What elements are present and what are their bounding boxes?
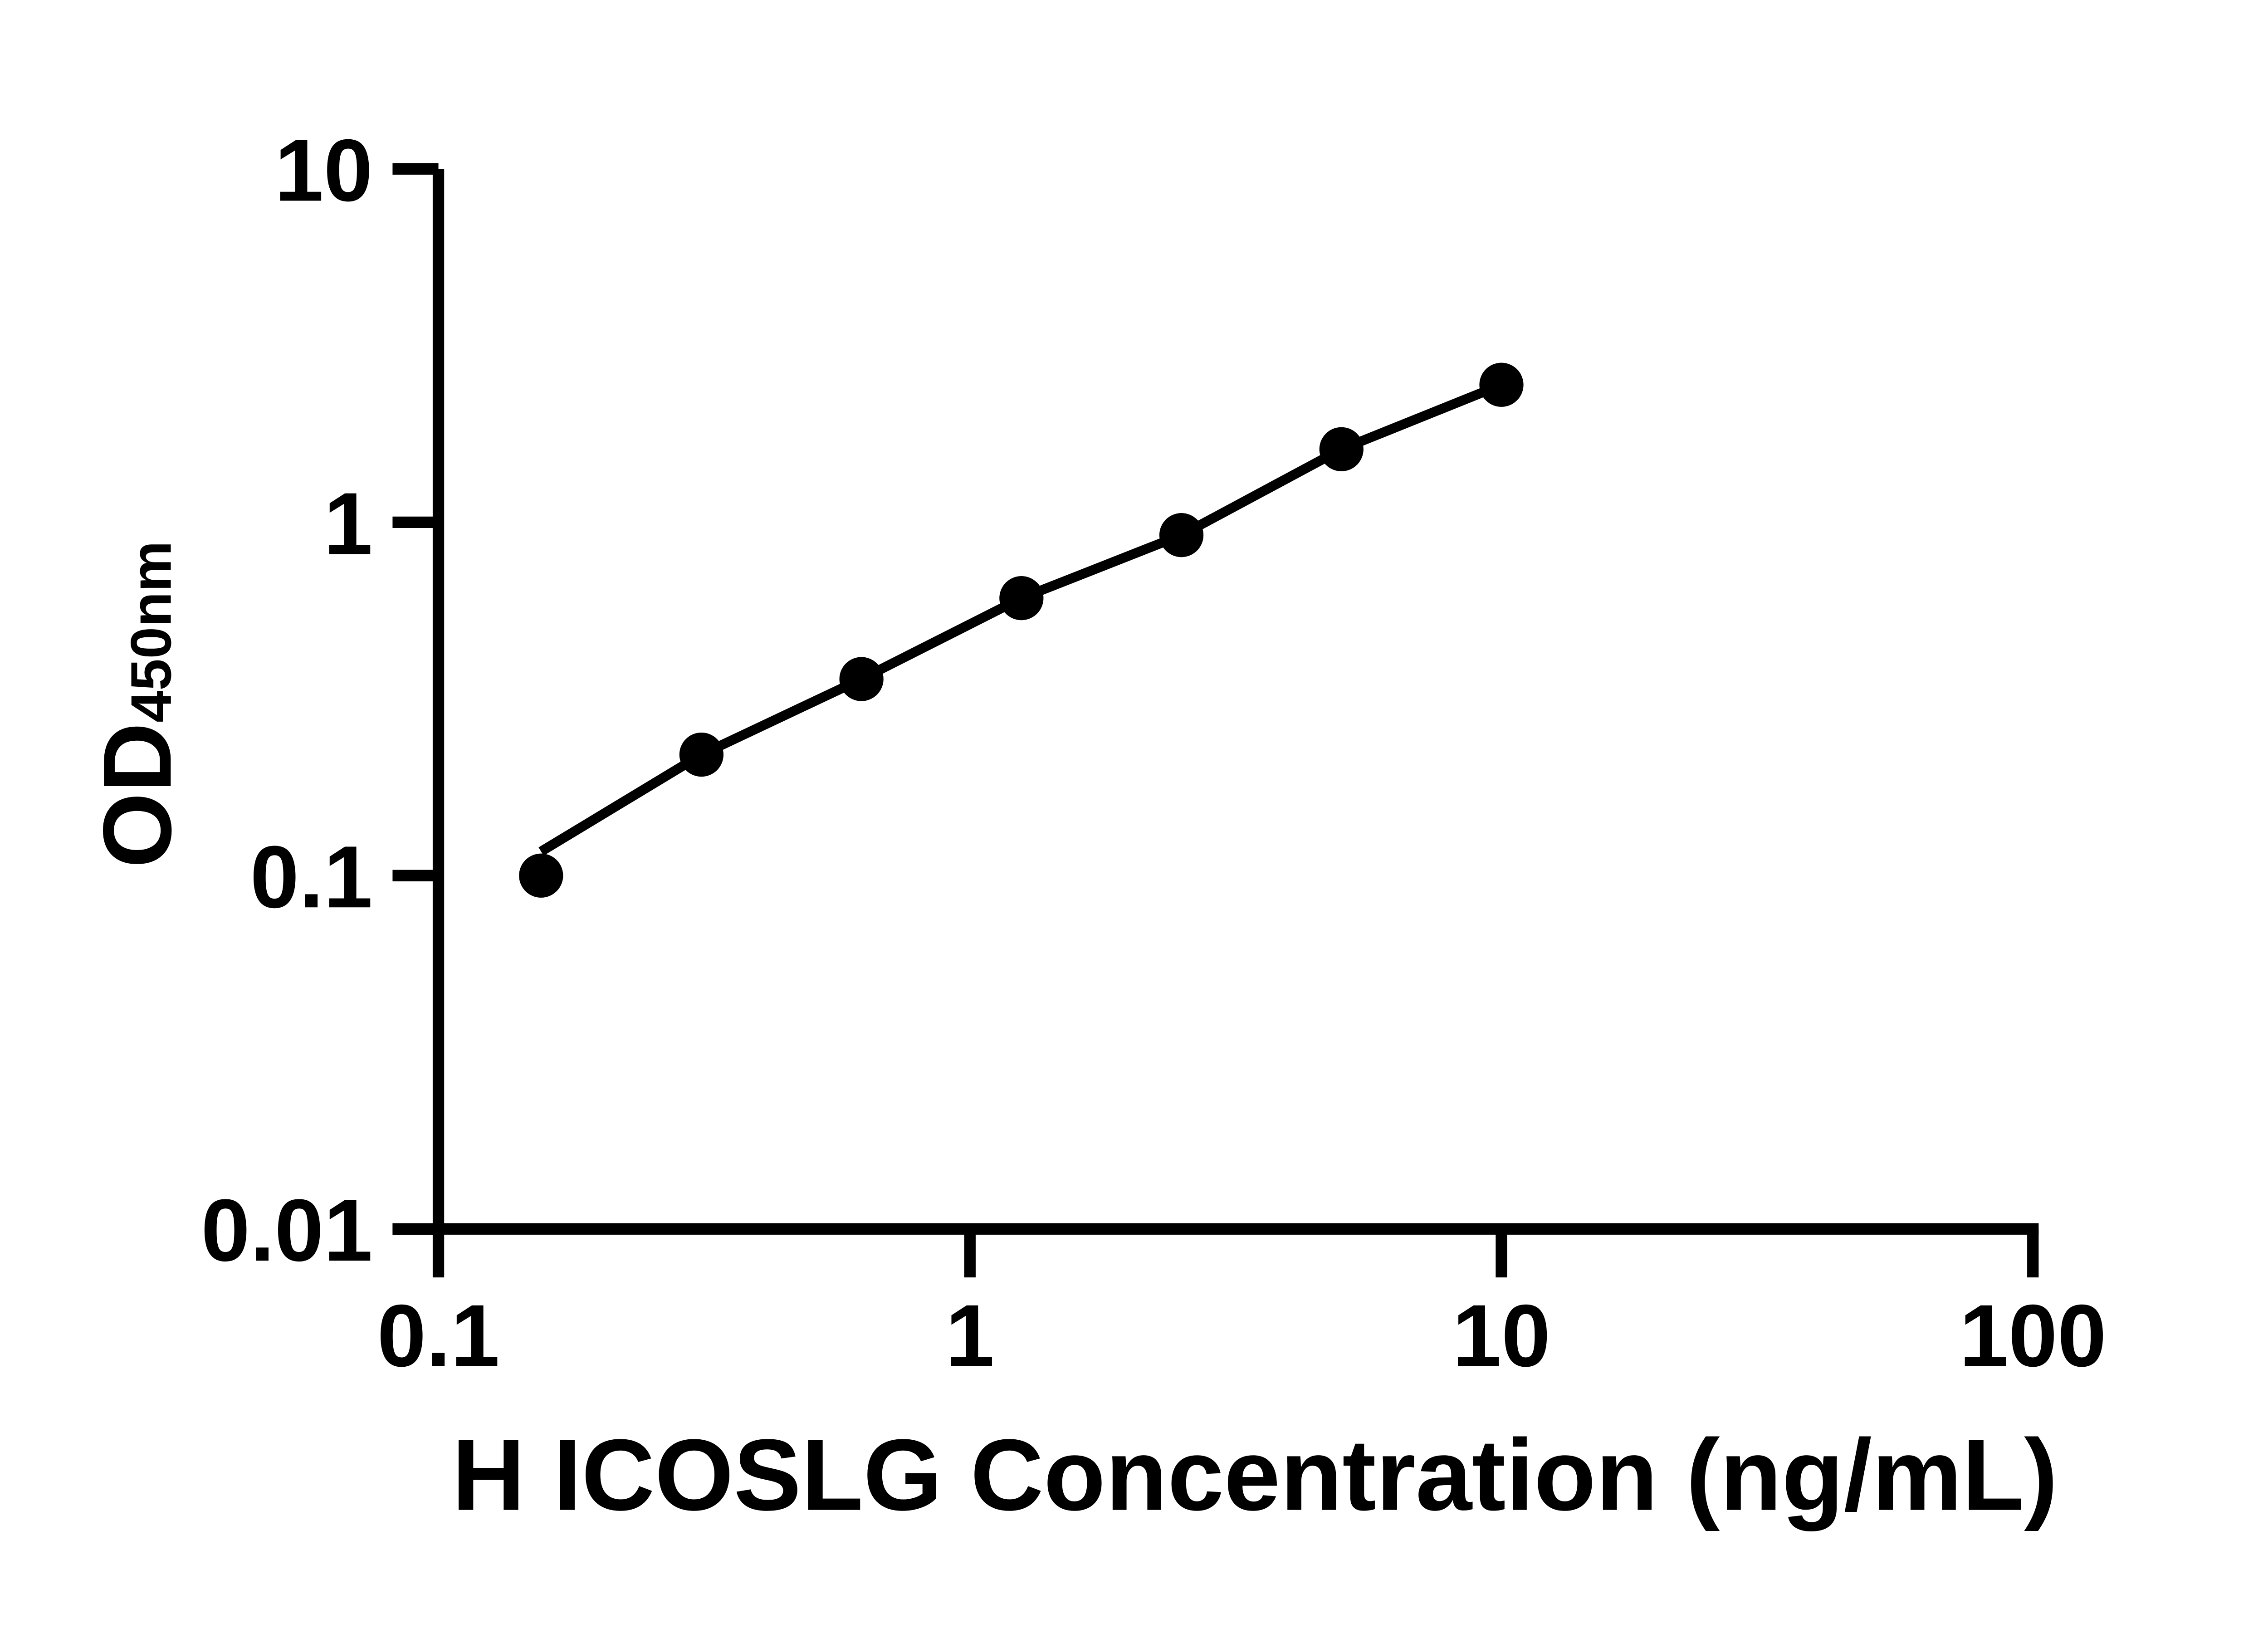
data-point bbox=[679, 732, 723, 777]
axes-group bbox=[392, 169, 2039, 1235]
y-tick-label: 10 bbox=[274, 122, 372, 220]
y-tick-label: 1 bbox=[324, 474, 373, 573]
data-point bbox=[1479, 362, 1524, 407]
y-axis-title-subscript: 450nm bbox=[119, 541, 183, 722]
ticks-group bbox=[392, 163, 2039, 1278]
data-point bbox=[1159, 513, 1204, 557]
x-tick-label: 1 bbox=[945, 1287, 994, 1385]
x-axis-title: H ICOSLG Concentration (ng/mL) bbox=[452, 1419, 2058, 1532]
y-tick-label: 0.1 bbox=[250, 828, 372, 926]
y-tick-label: 0.01 bbox=[201, 1181, 373, 1280]
x-tick-label: 100 bbox=[1959, 1287, 2106, 1385]
x-tick-label: 0.1 bbox=[377, 1287, 499, 1385]
x-tick-label: 10 bbox=[1452, 1287, 1550, 1385]
data-point bbox=[999, 576, 1044, 621]
chart-background bbox=[0, 22, 2268, 1611]
y-axis-title-main: OD bbox=[83, 723, 191, 868]
data-point bbox=[519, 853, 563, 898]
data-point bbox=[839, 657, 884, 701]
points-group bbox=[519, 362, 1524, 898]
y-axis-title: OD450nm bbox=[83, 541, 191, 868]
data-point bbox=[1319, 427, 1364, 471]
